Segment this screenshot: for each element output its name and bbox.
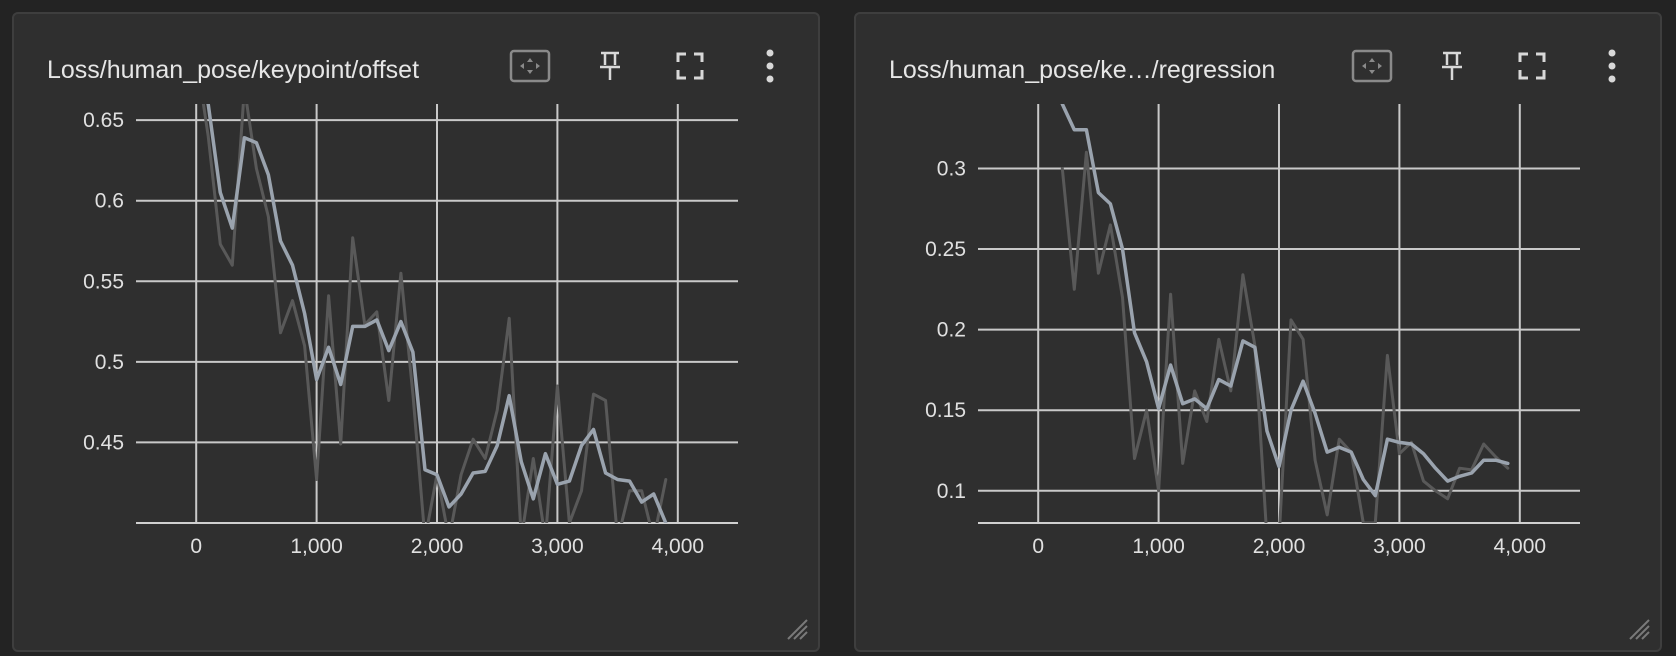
fullscreen-icon	[676, 52, 704, 80]
fit-to-data-icon	[1351, 49, 1393, 83]
y-tick-label: 0.25	[925, 238, 966, 261]
x-tick-label: 2,000	[1253, 535, 1306, 558]
fullscreen-icon	[1518, 52, 1546, 80]
x-tick-label: 1,000	[1132, 535, 1185, 558]
more-vert-icon	[1608, 49, 1616, 83]
smoothed-series-line	[1060, 104, 1510, 498]
x-tick-label: 3,000	[1373, 535, 1426, 558]
pin-button[interactable]	[1430, 44, 1474, 88]
x-tick-label: 3,000	[531, 535, 584, 558]
raw-series-line	[1060, 150, 1510, 523]
fit-to-data-button[interactable]	[508, 44, 552, 88]
fullscreen-button[interactable]	[1510, 44, 1554, 88]
scalar-card-regression: Loss/human_pose/ke…/regression 0 1,000 2,0…	[854, 12, 1662, 652]
line-chart: 0 1,000 2,000 3,000 4,000 0.45 0.5 0.55 0.6 0.65	[83, 104, 738, 558]
x-tick-label: 4,000	[1494, 535, 1547, 558]
pin-button[interactable]	[588, 44, 632, 88]
y-tick-label: 0.3	[937, 157, 966, 180]
y-tick-label: 0.15	[925, 399, 966, 422]
y-tick-label: 0.45	[83, 431, 124, 454]
resize-handle-icon[interactable]	[1626, 616, 1650, 640]
y-tick-label: 0.65	[83, 109, 124, 132]
more-options-button[interactable]	[748, 44, 792, 88]
card-title: Loss/human_pose/ke…/regression	[889, 56, 1276, 84]
x-tick-label: 2,000	[411, 535, 464, 558]
x-tick-label: 0	[190, 535, 202, 558]
pin-icon	[1442, 51, 1462, 80]
scalar-card-offset: Loss/human_pose/keypoint/offset 0 1,000 2,…	[12, 12, 820, 652]
fit-to-data-button[interactable]	[1350, 44, 1394, 88]
fit-to-data-icon	[509, 49, 551, 83]
y-tick-label: 0.2	[937, 319, 966, 342]
more-options-button[interactable]	[1590, 44, 1634, 88]
y-tick-label: 0.55	[83, 270, 124, 293]
resize-handle-icon[interactable]	[784, 616, 808, 640]
x-tick-label: 1,000	[290, 535, 343, 558]
pin-icon	[600, 51, 620, 80]
raw-series-line	[201, 104, 668, 523]
x-tick-label: 4,000	[652, 535, 705, 558]
card-title: Loss/human_pose/keypoint/offset	[47, 56, 420, 84]
y-tick-label: 0.6	[95, 190, 124, 213]
x-tick-label: 0	[1032, 535, 1044, 558]
smoothed-series-line	[206, 104, 668, 523]
y-tick-label: 0.5	[95, 351, 124, 374]
line-chart: 0 1,000 2,000 3,000 4,000 0.1 0.15 0.2 0.25 0.3	[925, 104, 1580, 558]
y-tick-label: 0.1	[937, 480, 966, 503]
more-vert-icon	[766, 49, 774, 83]
fullscreen-button[interactable]	[668, 44, 712, 88]
